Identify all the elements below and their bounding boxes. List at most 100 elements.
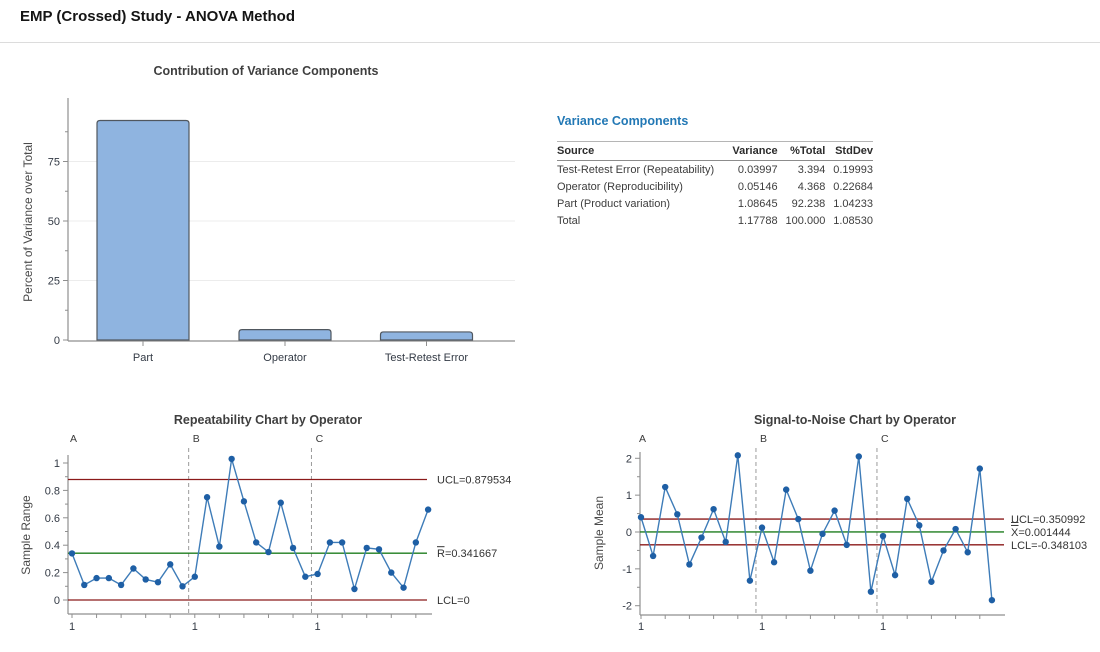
data-point — [722, 538, 729, 546]
control-line-label-center: X=0.001444 — [1011, 527, 1071, 539]
data-point — [879, 532, 887, 540]
chart-title: Contribution of Variance Components — [153, 64, 378, 78]
x-tick-label: 1 — [638, 621, 644, 633]
data-point — [265, 548, 272, 556]
data-point — [130, 565, 137, 572]
data-point — [203, 494, 211, 501]
data-point — [686, 561, 693, 568]
data-point — [167, 561, 174, 568]
x-tick-label: 1 — [759, 621, 765, 633]
data-point — [976, 465, 983, 472]
data-point — [795, 515, 802, 523]
data-point — [154, 578, 162, 586]
table-cell: Test-Retest Error (Repeatability) — [557, 163, 715, 176]
signal-to-noise-plot: -2 -1 0 1 2A 1 B 1 C 1 UCL=0.350992X=0.001444LCL=-… — [622, 433, 1087, 633]
column-header: Source — [557, 141, 730, 161]
data-point — [928, 578, 935, 585]
data-point — [940, 547, 947, 554]
data-point — [289, 544, 297, 552]
data-point — [216, 543, 223, 550]
data-point — [855, 453, 862, 460]
x-tick-label: 1 — [880, 621, 886, 633]
y-tick-label: 0.6 — [45, 513, 60, 525]
table-cell: 3.394 — [797, 163, 826, 176]
data-point — [68, 550, 76, 557]
data-point — [105, 574, 113, 582]
column-header: %Total — [777, 141, 826, 161]
data-point — [662, 483, 669, 491]
data-point — [988, 596, 996, 604]
bar — [96, 119, 190, 341]
data-point — [758, 524, 766, 531]
table-cell: 1.04233 — [833, 197, 873, 210]
data-point — [93, 574, 100, 582]
category-label: Test-Retest Error — [385, 352, 468, 364]
data-point — [637, 514, 645, 521]
table-cell: Part (Product variation) — [557, 197, 671, 210]
table-cell: 100.000 — [785, 214, 826, 227]
table-cell: 1.08530 — [833, 214, 873, 227]
data-point — [277, 499, 284, 506]
table-cell: 0.22684 — [833, 180, 873, 193]
y-axis-title: Percent of Variance over Total — [21, 142, 35, 302]
operator-label: A — [639, 433, 646, 445]
column-header: StdDev — [825, 141, 873, 161]
table-cell: 1.17788 — [737, 214, 778, 227]
data-point — [770, 559, 778, 566]
y-tick-label: 0.4 — [45, 540, 60, 552]
data-point — [400, 584, 407, 591]
data-point — [734, 452, 741, 459]
y-tick-label: 0 — [54, 335, 60, 347]
data-point — [351, 585, 358, 593]
variance-table-header: Source Variance %Total StdDev — [557, 141, 873, 161]
control-line-label-lcl: LCL=-0.348103 — [1011, 540, 1087, 552]
operator-label: C — [316, 433, 324, 445]
y-tick-label: 0.8 — [45, 485, 60, 497]
y-tick-label: 25 — [48, 276, 60, 288]
y-tick-label: 0 — [626, 527, 632, 539]
y-axis-title: Sample Range — [19, 495, 33, 575]
data-point — [179, 583, 186, 590]
variance-components-title: Variance Components — [557, 114, 689, 128]
y-tick-label: 0.2 — [45, 568, 60, 580]
data-point — [117, 581, 125, 589]
data-point — [388, 569, 395, 576]
data-point — [904, 495, 911, 503]
repeatability-chart-svg: 0 0.2 0.4 0.6 0.8 1 A 1 B 1 C 1 UCL=0.879534 R=0.3416… — [19, 413, 512, 633]
data-point — [649, 552, 657, 560]
table-cell: 0.05146 — [737, 180, 778, 193]
chart-title: Repeatability Chart by Operator — [174, 413, 362, 427]
data-point — [326, 539, 334, 546]
y-tick-label: -2 — [622, 601, 632, 613]
data-point — [314, 570, 321, 578]
signal-to-noise-chart-svg: -2 -1 0 1 2A 1 B 1 C 1 UCL=0.350992X=0.001444LCL=-… — [592, 413, 1087, 633]
operator-label: B — [760, 433, 767, 445]
repeatability-plot: 0 0.2 0.4 0.6 0.8 1 A 1 B 1 C 1 UCL=0.879534 R=0.3416… — [45, 433, 512, 633]
data-point — [916, 522, 923, 529]
x-tick-label: 1 — [315, 621, 321, 633]
data-point — [228, 455, 235, 463]
table-cell: 92.238 — [791, 197, 826, 210]
table-row: Operator (Reproducibility) 0.05146 4.368 0.… — [557, 178, 873, 195]
x-tick-label: 1 — [192, 621, 198, 633]
data-point — [710, 505, 717, 513]
y-tick-label: 75 — [48, 157, 60, 169]
operator-label: B — [193, 433, 200, 445]
data-point — [807, 567, 814, 574]
y-axis-title: Sample Mean — [592, 496, 606, 570]
data-point — [253, 539, 260, 546]
table-row: Test-Retest Error (Repeatability) 0.03997… — [557, 161, 873, 179]
table-cell: 4.368 — [797, 180, 826, 193]
data-point — [867, 588, 875, 595]
data-point — [891, 571, 899, 579]
data-point — [698, 534, 705, 541]
category-label: Part — [133, 352, 153, 364]
table-cell: Total — [557, 214, 581, 227]
bar — [379, 331, 474, 341]
data-point — [338, 539, 346, 546]
operator-label: A — [70, 433, 77, 445]
variance-components-panel: Variance Components Source Variance %Total… — [557, 114, 887, 229]
variance-table-body: Test-Retest Error (Repeatability) 0.03997… — [557, 161, 873, 230]
data-point — [843, 541, 850, 549]
data-point — [302, 573, 309, 580]
